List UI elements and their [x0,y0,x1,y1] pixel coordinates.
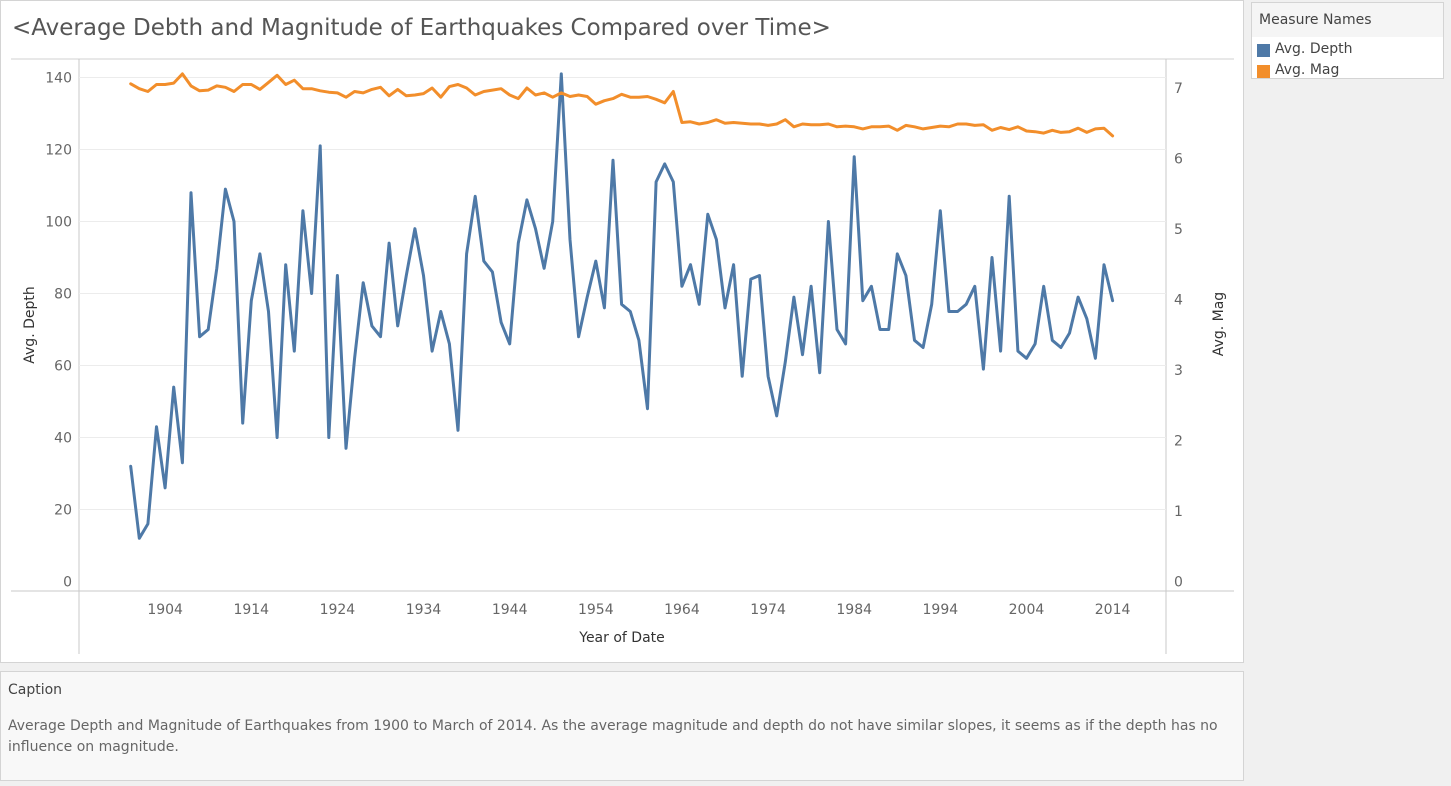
legend-title: Measure Names [1252,3,1443,37]
y-right-tick-label: 0 [1174,575,1183,591]
legend-swatch-avg-depth [1257,44,1270,57]
x-tick-label: 1904 [147,602,183,618]
y-left-tick-label: 0 [63,575,72,591]
x-tick-label: 1994 [923,602,959,618]
x-tick-label: 2014 [1095,602,1131,618]
legend-label-avg-mag: Avg. Mag [1275,62,1340,78]
y-right-tick-label: 5 [1174,222,1183,238]
chart-title: <Average Debth and Magnitude of Earthqua… [12,15,831,41]
y-left-axis-title: Avg. Depth [22,286,38,363]
y-right-tick-label: 4 [1174,293,1183,309]
y-right-tick-label: 7 [1174,81,1183,97]
y-left-tick-label: 120 [45,143,72,159]
legend-panel: Measure Names Avg. Depth Avg. Mag [1251,2,1444,79]
x-tick-label: 1914 [233,602,269,618]
caption-panel: Caption Average Depth and Magnitude of E… [0,671,1244,781]
series-line-avg-mag [129,72,1115,138]
y-right-tick-label: 2 [1174,434,1183,450]
y-right-tick-label: 6 [1174,152,1183,168]
y-right-axis-title: Avg. Mag [1211,292,1227,356]
caption-text: Average Depth and Magnitude of Earthquak… [8,718,1218,755]
x-tick-label: 1984 [836,602,872,618]
y-right-tick-label: 1 [1174,504,1183,520]
x-tick-label: 1934 [406,602,442,618]
y-left-tick-label: 60 [54,359,72,375]
caption-title: Caption [8,682,63,698]
series-line-avg-depth [129,72,1115,540]
x-tick-label: 1924 [320,602,356,618]
y-left-tick-label: 140 [45,71,72,87]
worksheet-panel: <Average Debth and Magnitude of Earthqua… [0,0,1244,663]
y-left-tick-label: 80 [54,287,72,303]
y-left-tick-label: 40 [54,431,72,447]
legend-swatch-avg-mag [1257,65,1270,78]
x-tick-label: 1954 [578,602,614,618]
x-tick-label: 1944 [492,602,528,618]
legend-label-avg-depth: Avg. Depth [1275,41,1353,57]
x-tick-label: 2004 [1009,602,1045,618]
x-tick-label: 1964 [664,602,700,618]
y-left-tick-label: 20 [54,503,72,519]
y-right-tick-label: 3 [1174,363,1183,379]
chart-plot[interactable]: 0 20 40 60 80 100 120 140 0 1 2 3 4 5 6 7 1904 1914 1924 19… [1,1,1243,662]
y-left-tick-label: 100 [45,215,72,231]
x-axis-title: Year of Date [578,630,665,646]
x-tick-label: 1974 [750,602,786,618]
